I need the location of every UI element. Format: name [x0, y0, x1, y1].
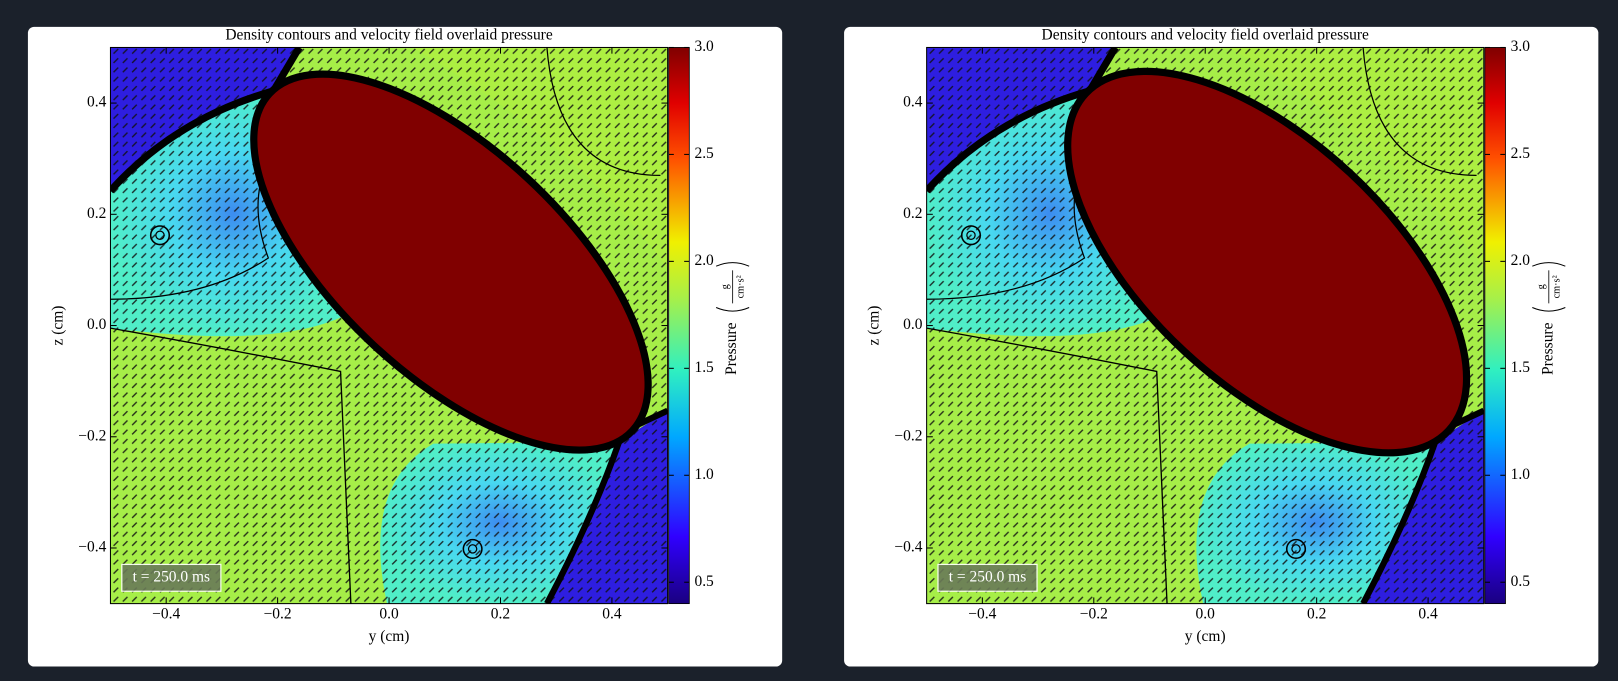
- x-tick-label: 0.2: [1307, 606, 1326, 623]
- colorbar-tick-label: 2.0: [1511, 252, 1531, 269]
- x-tick-label: −0.2: [264, 606, 292, 623]
- x-tick-label: 0.0: [1196, 606, 1216, 623]
- vortex: [960, 225, 982, 246]
- colorbar-tick-label: 1.5: [694, 359, 714, 376]
- colorbar-unit: g: [720, 284, 731, 289]
- vortex: [155, 230, 165, 241]
- annotation-box: [121, 563, 222, 592]
- y-tick-label: −0.2: [78, 427, 106, 444]
- contour: [110, 327, 352, 604]
- colorbar-label: Pressure g cm·s²: [1532, 262, 1566, 375]
- contour: [546, 47, 661, 177]
- shock: [110, 47, 303, 194]
- y-tick-label: 0.4: [903, 94, 923, 111]
- y-tick-label: −0.2: [894, 427, 922, 444]
- x-tick-label: 0.4: [602, 606, 622, 623]
- colorbar-tick-label: 1.0: [694, 466, 714, 483]
- colorbar-tick-label: 2.5: [1511, 145, 1531, 162]
- x-tick-label: 0.0: [379, 606, 399, 623]
- vortex: [149, 225, 171, 246]
- colorbar: [668, 47, 690, 605]
- shock: [544, 440, 623, 604]
- colorbar-label: Pressure g cm·s²: [715, 262, 750, 375]
- vortex: [1291, 544, 1301, 554]
- chart: Density contours and velocity field over…: [866, 27, 1566, 645]
- y-tick-label: 0.4: [87, 94, 107, 111]
- shock: [1360, 440, 1439, 604]
- y-tick-label: 0.0: [87, 316, 107, 333]
- x-tick-label: 0.4: [1418, 606, 1438, 623]
- paren: [1532, 262, 1566, 267]
- colorbar: [1484, 47, 1506, 605]
- colorbar-tick-label: 2.0: [694, 252, 714, 269]
- x-tick-label: −0.4: [152, 606, 180, 623]
- annotation: t = 250.0 ms: [949, 568, 1026, 585]
- y-tick-label: −0.4: [894, 539, 922, 556]
- dense-region: [250, 70, 652, 454]
- colorbar-unit: cm·s²: [735, 275, 746, 298]
- y-tick-label: 0.2: [903, 205, 922, 222]
- colorbar-tick-label: 2.5: [694, 145, 714, 162]
- colorbar-unit: cm·s²: [1551, 275, 1562, 298]
- y-axis-label: z (cm): [49, 306, 66, 346]
- paren: [1532, 307, 1566, 312]
- paren: [715, 307, 750, 312]
- annotation: t = 250.0 ms: [133, 568, 210, 585]
- paren: [715, 262, 750, 267]
- vortex: [1285, 538, 1307, 559]
- colorbar-unit: g: [1536, 284, 1547, 289]
- x-tick-label: −0.2: [1080, 606, 1108, 623]
- vortex: [467, 544, 478, 554]
- vortex: [462, 538, 483, 559]
- colorbar-label-text: Pressure: [1539, 322, 1556, 375]
- x-axis-label: y (cm): [369, 628, 410, 645]
- contour: [926, 327, 1168, 604]
- contour: [1362, 47, 1477, 177]
- colorbar-tick-label: 1.0: [1511, 466, 1531, 483]
- chart-title: Density contours and velocity field over…: [1042, 27, 1369, 44]
- colorbar-tick-label: 3.0: [694, 38, 714, 55]
- field: [926, 47, 1484, 604]
- colorbar-label-text: Pressure: [723, 322, 740, 375]
- shock: [926, 47, 1119, 194]
- x-tick-label: 0.2: [491, 606, 510, 623]
- y-tick-label: −0.4: [78, 539, 106, 556]
- chart: Density contours and velocity field over…: [49, 27, 750, 645]
- field: [110, 47, 668, 604]
- vortex: [966, 230, 976, 241]
- chart-title: Density contours and velocity field over…: [225, 27, 552, 44]
- y-tick-label: 0.2: [87, 205, 106, 222]
- colorbar-tick-label: 1.5: [1511, 359, 1531, 376]
- colorbar-tick-label: 3.0: [1511, 38, 1531, 55]
- dense-region: [1064, 67, 1471, 457]
- colorbar-tick-label: 0.5: [1511, 573, 1531, 590]
- annotation-box: [937, 563, 1038, 592]
- y-tick-label: 0.0: [903, 316, 923, 333]
- y-axis-label: z (cm): [866, 306, 883, 346]
- x-tick-label: −0.4: [968, 606, 996, 623]
- colorbar-tick-label: 0.5: [694, 573, 714, 590]
- x-axis-label: y (cm): [1185, 628, 1226, 645]
